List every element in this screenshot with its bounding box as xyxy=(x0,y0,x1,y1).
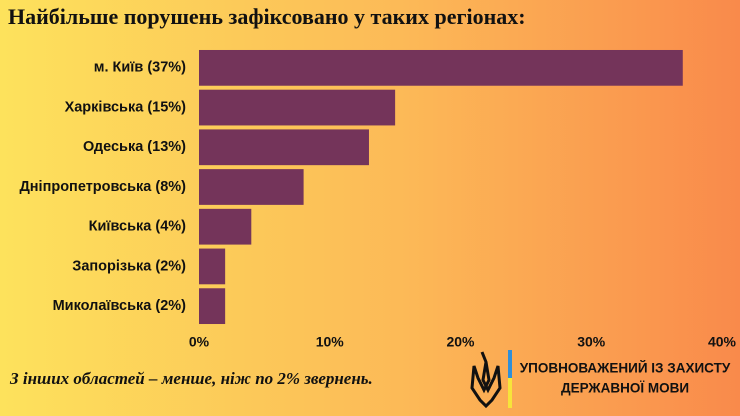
flag-blue xyxy=(508,350,512,378)
bar xyxy=(199,208,252,245)
logo-text: УПОВНОВАЖЕНИЙ ІЗ ЗАХИСТУ xyxy=(520,361,731,376)
bar xyxy=(199,129,369,166)
bar xyxy=(199,248,226,285)
x-tick-label: 20% xyxy=(446,334,475,350)
bar xyxy=(199,49,683,86)
y-tick-label: Київська (4%) xyxy=(89,219,187,235)
bar xyxy=(199,169,304,205)
y-tick-label: Дніпропетровська (8%) xyxy=(19,179,186,195)
x-tick-label: 10% xyxy=(316,334,345,350)
y-tick-label: м. Київ (37%) xyxy=(94,60,186,76)
x-tick-label: 0% xyxy=(189,334,210,350)
y-tick-label: Харківська (15%) xyxy=(65,99,187,115)
y-tick-label: Миколаївська (2%) xyxy=(53,298,187,314)
bar xyxy=(199,288,226,325)
logo: УПОВНОВАЖЕНИЙ ІЗ ЗАХИСТУ ДЕРЖАВНОЇ МОВИ xyxy=(470,350,731,409)
x-tick-label: 30% xyxy=(577,334,606,350)
annotation: З інших областей – менше, ніж по 2% звер… xyxy=(9,369,373,388)
flag-yellow xyxy=(508,378,512,408)
x-tick-label: 40% xyxy=(708,334,737,350)
logo-text: ДЕРЖАВНОЇ МОВИ xyxy=(561,381,689,396)
bar xyxy=(199,89,396,126)
chart-title: Найбільше порушень зафіксовано у таких р… xyxy=(8,4,526,29)
y-tick-label: Одеська (13%) xyxy=(83,139,186,155)
y-tick-label: Запорізька (2%) xyxy=(72,258,186,274)
trident-icon xyxy=(470,351,502,409)
